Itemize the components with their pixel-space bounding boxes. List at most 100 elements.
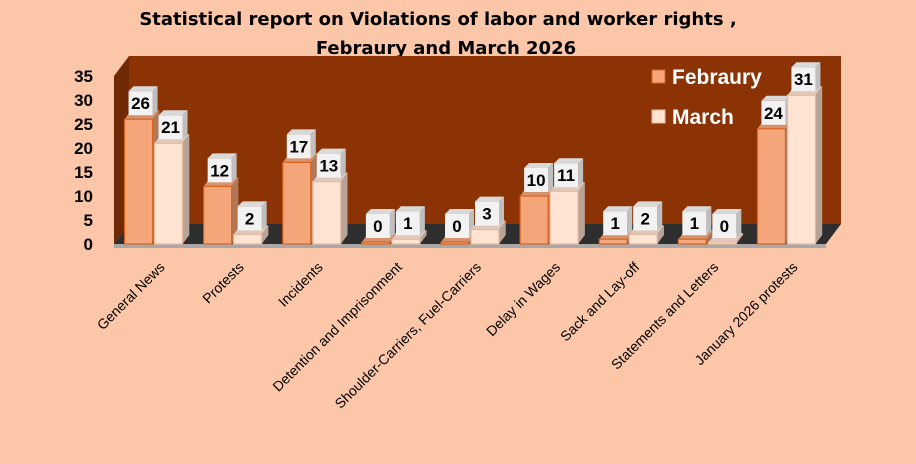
data-label-shadow [237, 201, 267, 207]
data-label: 11 [557, 166, 575, 185]
data-label: 24 [764, 104, 783, 123]
bar [707, 241, 737, 245]
data-label-box [633, 206, 658, 231]
data-label-shadow [627, 206, 633, 236]
data-label-shadow [603, 206, 633, 212]
data-label: 0 [720, 217, 729, 236]
data-label-shadow [548, 163, 554, 192]
chart-title-line1: Statistical report on Violations of labo… [139, 9, 737, 30]
data-label-shadow [524, 163, 554, 168]
data-label-box [603, 211, 628, 236]
data-label-shadow [761, 95, 791, 101]
x-tick-label: General News [94, 259, 168, 333]
data-label-box [237, 206, 262, 231]
data-label-shadow [389, 209, 395, 238]
data-label: 3 [482, 205, 491, 224]
data-label: 1 [690, 214, 699, 233]
data-label-shadow [712, 209, 742, 214]
bar [470, 229, 500, 245]
bar [519, 195, 549, 245]
legend-swatch [651, 69, 666, 84]
legend-swatch [651, 109, 666, 124]
data-label-shadow [395, 206, 425, 212]
data-label: 2 [245, 209, 254, 228]
data-label-shadow [261, 201, 267, 231]
data-label-shadow [578, 158, 584, 188]
data-label-shadow [499, 196, 504, 226]
bar [391, 238, 421, 245]
bar-side [231, 177, 239, 244]
data-label-shadow [207, 153, 237, 159]
data-label: 2 [640, 209, 649, 228]
y-tick-label: 5 [84, 211, 93, 230]
data-label: 0 [452, 217, 461, 236]
data-label: 0 [373, 217, 382, 236]
data-label-box [712, 214, 737, 238]
bar [598, 238, 628, 245]
y-tick-label: 15 [74, 163, 93, 182]
bar [549, 190, 579, 245]
bar-side [815, 86, 823, 244]
data-label-shadow [815, 62, 821, 92]
data-label-box [445, 214, 469, 238]
data-label-box [365, 214, 390, 238]
data-label-shadow [365, 209, 395, 214]
data-label-box [158, 115, 183, 140]
data-label: 10 [527, 171, 546, 190]
bar-side [261, 225, 269, 244]
data-label-box [761, 100, 786, 125]
bar-side [419, 230, 427, 244]
y-tick-label: 0 [84, 235, 93, 254]
y-tick-label: 25 [74, 115, 93, 134]
data-label: 21 [161, 118, 180, 137]
data-label: 12 [210, 161, 229, 180]
y-tick-label: 30 [74, 91, 93, 110]
data-label-shadow [316, 148, 346, 154]
bar [440, 241, 470, 245]
data-label-box [524, 168, 549, 192]
chart-floor-edge [114, 244, 826, 248]
y-tick-label: 35 [74, 67, 93, 86]
bar [628, 233, 658, 245]
data-label-box [207, 158, 232, 183]
x-tick-label: Delay in Wages [483, 259, 563, 339]
data-label-shadow [475, 196, 504, 202]
bar [233, 233, 263, 245]
data-label-shadow [231, 153, 237, 183]
data-label-shadow [128, 86, 158, 92]
data-label-shadow [340, 148, 346, 178]
bar [361, 241, 391, 245]
data-label-shadow [657, 201, 663, 231]
data-label: 13 [319, 157, 338, 176]
bar [123, 118, 154, 245]
bar [677, 238, 707, 245]
legend-label: Febraury [672, 66, 762, 89]
data-label: 26 [131, 94, 150, 113]
data-label: 1 [403, 214, 412, 233]
bar [312, 181, 342, 245]
bar [282, 161, 312, 245]
bar-side [578, 182, 585, 244]
data-label-box [475, 201, 499, 226]
data-label-box [682, 211, 707, 236]
bar-side [657, 225, 664, 244]
data-label-shadow [706, 206, 712, 236]
data-label-shadow [182, 110, 188, 140]
legend-label: March [672, 106, 734, 129]
bar [756, 128, 787, 245]
x-tick-label: Protests [199, 259, 247, 307]
data-label-shadow [310, 129, 316, 159]
x-tick-label: Incidents [275, 259, 326, 310]
data-label-shadow [633, 201, 663, 207]
data-label-shadow [286, 129, 316, 135]
bar [203, 185, 233, 245]
data-label-shadow [736, 209, 742, 238]
data-label-shadow [158, 110, 188, 116]
data-label: 17 [289, 137, 308, 156]
x-tick-label: Detention and Imprisonment [269, 259, 405, 395]
data-label-shadow [445, 209, 474, 214]
y-tick-label: 10 [74, 187, 93, 206]
data-label-shadow [152, 86, 158, 116]
x-tick-label: Sack and Lay-off [557, 259, 643, 345]
